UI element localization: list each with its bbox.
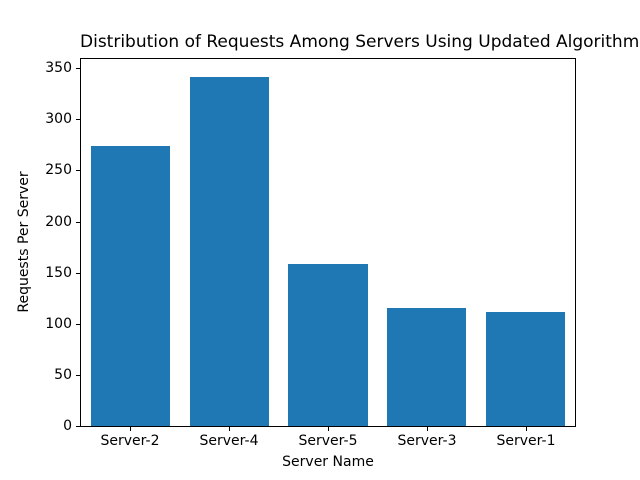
x-tick xyxy=(130,427,131,431)
y-tick-label: 0 xyxy=(63,418,72,434)
y-axis-label: Requests Per Server xyxy=(16,171,32,313)
y-tick-label: 250 xyxy=(45,162,72,178)
y-tick-label: 200 xyxy=(45,214,72,230)
y-tick xyxy=(76,273,80,274)
y-tick xyxy=(76,68,80,69)
x-tick xyxy=(526,427,527,431)
y-tick xyxy=(76,324,80,325)
y-tick-label: 350 xyxy=(45,60,72,76)
x-tick-label-server-5: Server-5 xyxy=(298,433,358,449)
plot-area xyxy=(80,58,576,427)
x-tick xyxy=(229,427,230,431)
y-tick-label: 50 xyxy=(54,367,72,383)
bar-server-3 xyxy=(387,308,467,426)
bar-server-5 xyxy=(288,264,368,426)
bar-server-1 xyxy=(486,311,566,426)
x-tick-label-server-1: Server-1 xyxy=(496,433,556,449)
x-tick-label-server-4: Server-4 xyxy=(199,433,259,449)
y-tick xyxy=(76,119,80,120)
y-tick xyxy=(76,222,80,223)
y-tick-label: 150 xyxy=(45,265,72,281)
x-tick-label-server-3: Server-3 xyxy=(397,433,457,449)
y-tick xyxy=(76,426,80,427)
y-tick-label: 100 xyxy=(45,316,72,332)
x-tick xyxy=(328,427,329,431)
chart-title: Distribution of Requests Among Servers U… xyxy=(80,32,640,52)
bar-server-2 xyxy=(90,145,170,426)
bar-server-4 xyxy=(189,77,269,426)
y-tick xyxy=(76,375,80,376)
x-tick xyxy=(427,427,428,431)
x-tick-label-server-2: Server-2 xyxy=(100,433,160,449)
y-tick-label: 300 xyxy=(45,111,72,127)
x-axis-label: Server Name xyxy=(282,454,374,470)
y-tick xyxy=(76,170,80,171)
